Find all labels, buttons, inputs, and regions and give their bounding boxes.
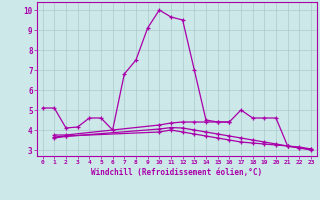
X-axis label: Windchill (Refroidissement éolien,°C): Windchill (Refroidissement éolien,°C) [91, 168, 262, 177]
